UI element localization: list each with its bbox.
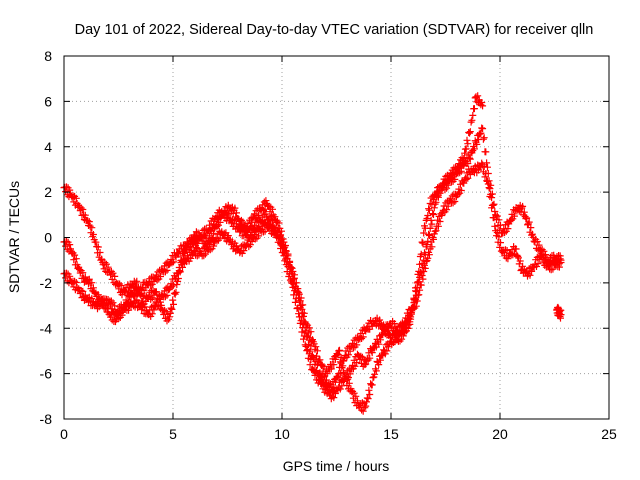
data-points xyxy=(60,92,565,415)
y-tick-label: -8 xyxy=(40,411,53,427)
y-tick-label: -6 xyxy=(40,366,53,382)
y-tick-label: 6 xyxy=(44,93,52,109)
axis-ticks: 0 5 10 15 20 25 -8 -6 -4 -2 0 2 4 6 8 xyxy=(40,48,617,442)
x-tick-label: 5 xyxy=(169,426,177,442)
series-track-d xyxy=(553,303,565,322)
y-tick-label: -2 xyxy=(40,275,53,291)
series-markers xyxy=(553,303,565,322)
x-axis-label: GPS time / hours xyxy=(283,458,390,474)
x-tick-label: 20 xyxy=(492,426,508,442)
chart-title: Day 101 of 2022, Sidereal Day-to-day VTE… xyxy=(75,22,594,38)
y-tick-label: 4 xyxy=(44,139,52,155)
x-tick-label: 0 xyxy=(60,426,68,442)
y-axis-label: SDTVAR / TECUs xyxy=(6,181,22,293)
y-tick-label: 8 xyxy=(44,48,52,64)
series-markers xyxy=(60,124,565,394)
y-tick-label: -4 xyxy=(40,320,53,336)
y-tick-label: 0 xyxy=(44,230,52,246)
x-tick-label: 25 xyxy=(601,426,617,442)
x-tick-label: 10 xyxy=(274,426,290,442)
y-tick-label: 2 xyxy=(44,184,52,200)
x-tick-label: 15 xyxy=(383,426,399,442)
series-track-a xyxy=(60,124,565,394)
grid xyxy=(64,56,609,419)
